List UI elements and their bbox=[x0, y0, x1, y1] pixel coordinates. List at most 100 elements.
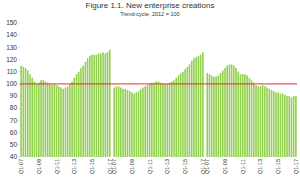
bar bbox=[253, 83, 255, 157]
x-tick-label: Q1-09 bbox=[222, 159, 228, 174]
y-tick bbox=[18, 71, 20, 72]
y-tick bbox=[18, 108, 20, 109]
bar bbox=[76, 74, 78, 157]
bar bbox=[31, 78, 33, 157]
bar bbox=[264, 86, 266, 157]
y-tick-label: 80 bbox=[10, 104, 18, 111]
bar bbox=[51, 85, 53, 157]
y-tick bbox=[18, 157, 20, 158]
y-tick-label: 50 bbox=[10, 141, 18, 148]
bar bbox=[220, 73, 222, 157]
bar bbox=[200, 55, 202, 157]
bar bbox=[269, 89, 271, 157]
bar bbox=[149, 84, 151, 157]
bar bbox=[158, 81, 160, 157]
y-tick-label: 130 bbox=[6, 44, 17, 51]
bar bbox=[138, 91, 140, 157]
bar bbox=[151, 83, 153, 157]
bar bbox=[144, 86, 146, 157]
bar bbox=[202, 52, 204, 157]
bar bbox=[129, 91, 131, 157]
bar bbox=[160, 83, 162, 157]
bar bbox=[171, 81, 173, 157]
y-tick-label: 40 bbox=[10, 153, 18, 160]
x-tick-label: Q1-09 bbox=[36, 159, 42, 174]
bar bbox=[20, 66, 22, 157]
bar bbox=[262, 85, 264, 157]
bar bbox=[71, 81, 73, 157]
y-tick bbox=[18, 96, 20, 97]
bar bbox=[62, 89, 64, 157]
y-tick bbox=[18, 132, 20, 133]
x-tick-label: Q1-07 bbox=[111, 159, 117, 174]
bar bbox=[98, 53, 100, 157]
bar bbox=[120, 88, 122, 157]
bar bbox=[189, 64, 191, 157]
x-tick-label: Q1-11 bbox=[147, 159, 153, 174]
chart: Figure 1.1. New enterprise creationsTren… bbox=[0, 0, 300, 179]
bar bbox=[23, 67, 25, 157]
bar bbox=[193, 58, 195, 157]
bar bbox=[244, 74, 246, 157]
x-tick-label: Q1-13 bbox=[257, 159, 263, 174]
x-tick-label: Q1-07 bbox=[18, 159, 24, 174]
y-tick-label: 100 bbox=[6, 80, 17, 87]
bar bbox=[127, 90, 129, 157]
bar bbox=[69, 84, 71, 157]
bar bbox=[211, 75, 213, 157]
subtitle: Trend-cycle, 2012 = 100 bbox=[120, 11, 179, 17]
x-tick-label: Q1-15 bbox=[89, 159, 95, 174]
bar bbox=[213, 77, 215, 157]
bar bbox=[25, 68, 27, 157]
bar bbox=[118, 86, 120, 157]
bar bbox=[56, 85, 58, 157]
bar bbox=[295, 96, 297, 157]
y-tick-label: 110 bbox=[7, 68, 18, 75]
bar bbox=[195, 57, 197, 157]
bar bbox=[293, 96, 295, 157]
bar bbox=[113, 88, 115, 157]
bar bbox=[209, 74, 211, 157]
bar bbox=[178, 75, 180, 157]
bar bbox=[73, 78, 75, 157]
reference-line bbox=[20, 83, 297, 84]
bar bbox=[169, 83, 171, 157]
bar bbox=[246, 75, 248, 157]
bar bbox=[109, 50, 111, 157]
bar bbox=[249, 78, 251, 157]
x-tick-label: Q1-11 bbox=[54, 159, 60, 174]
bar bbox=[85, 62, 87, 157]
bar bbox=[91, 55, 93, 157]
bar bbox=[233, 66, 235, 157]
y-tick-label: 150 bbox=[6, 19, 17, 26]
bar bbox=[80, 68, 82, 157]
x-tick-label: Q1-15 bbox=[182, 159, 188, 174]
bars bbox=[20, 50, 297, 157]
bar bbox=[286, 96, 288, 157]
bar bbox=[45, 81, 47, 157]
bar bbox=[107, 52, 109, 157]
title: Figure 1.1. New enterprise creations bbox=[86, 1, 215, 10]
y-tick-label: 90 bbox=[10, 92, 18, 99]
bar bbox=[257, 86, 259, 157]
bar bbox=[231, 64, 233, 157]
bar bbox=[271, 90, 273, 157]
bar bbox=[105, 53, 107, 157]
bar bbox=[164, 84, 166, 157]
bar bbox=[182, 72, 184, 157]
bar bbox=[147, 85, 149, 157]
y-tick-label: 140 bbox=[6, 31, 17, 38]
bar bbox=[266, 88, 268, 157]
y-tick bbox=[18, 144, 20, 145]
bar bbox=[224, 68, 226, 157]
bar bbox=[184, 69, 186, 157]
bar bbox=[136, 92, 138, 157]
y-tick bbox=[18, 23, 20, 24]
x-tick-label: Q1-15 bbox=[275, 159, 281, 174]
bar bbox=[54, 84, 56, 157]
bar bbox=[124, 89, 126, 157]
y-tick bbox=[18, 59, 20, 60]
bar bbox=[60, 88, 62, 157]
bar bbox=[226, 66, 228, 157]
y-tick bbox=[18, 35, 20, 36]
